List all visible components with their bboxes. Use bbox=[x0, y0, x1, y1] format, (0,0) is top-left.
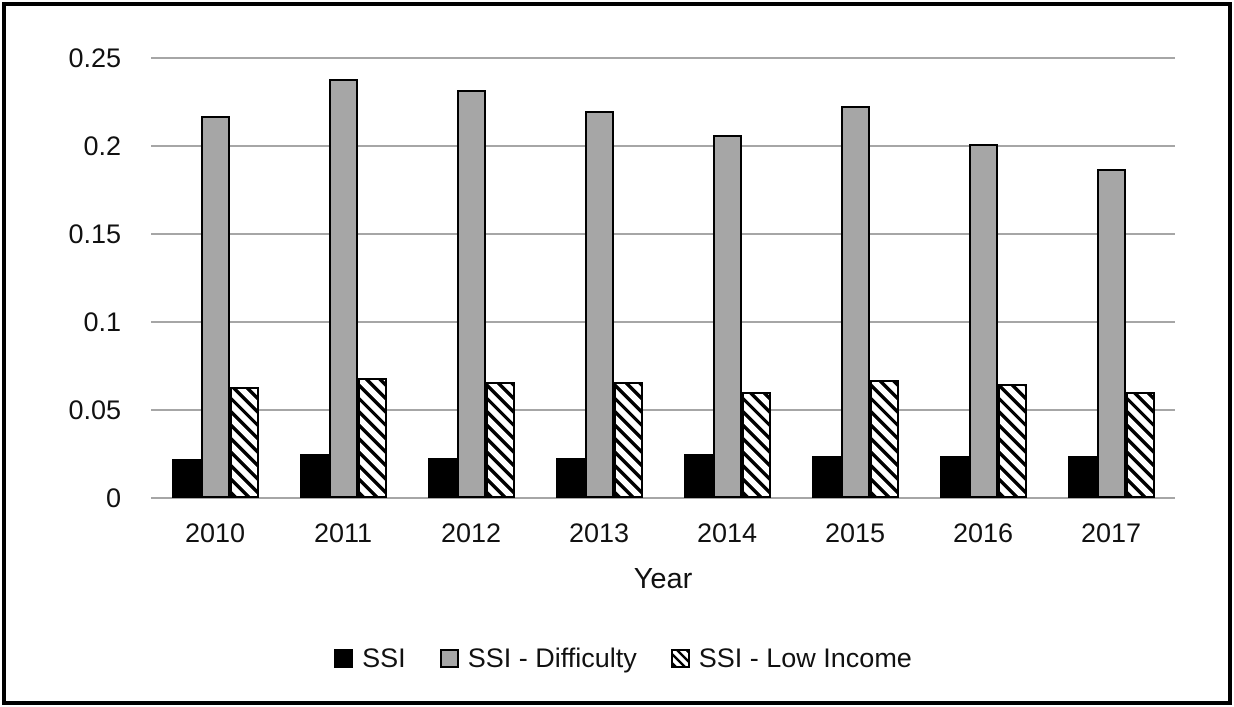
bar-solid-gray bbox=[456, 89, 486, 498]
y-tick-label: 0.15 bbox=[68, 219, 121, 249]
gridline bbox=[151, 321, 1175, 323]
bar-group bbox=[151, 116, 279, 498]
gridline bbox=[151, 145, 1175, 147]
legend: SSI SSI - Difficulty SSI - Low Income bbox=[6, 643, 1234, 674]
bar-hatch-diagonal bbox=[869, 380, 899, 498]
legend-item: SSI - Low Income bbox=[670, 643, 912, 674]
bar-hatch-diagonal bbox=[1125, 392, 1155, 498]
legend-marker-solid-gray bbox=[439, 649, 459, 668]
y-tick-label: 0 bbox=[105, 483, 121, 513]
x-axis-title: Year bbox=[633, 563, 693, 595]
bar-group bbox=[791, 105, 919, 498]
gridline bbox=[151, 57, 1175, 59]
plot-area bbox=[151, 57, 1175, 499]
x-tick-label: 2010 bbox=[184, 518, 246, 548]
legend-label: SSI - Low Income bbox=[698, 643, 912, 673]
bar-hatch-diagonal bbox=[741, 392, 771, 498]
y-tick-label: 0.1 bbox=[83, 307, 121, 337]
bar-solid-black bbox=[171, 459, 201, 498]
bar-solid-gray bbox=[840, 105, 870, 498]
bar-group bbox=[407, 89, 535, 498]
legend-label: SSI - Difficulty bbox=[467, 643, 637, 673]
bar-hatch-diagonal bbox=[997, 383, 1027, 498]
bar-group bbox=[919, 144, 1047, 498]
gridline bbox=[151, 409, 1175, 411]
x-tick-label: 2017 bbox=[1080, 518, 1142, 548]
bar-solid-gray bbox=[584, 110, 614, 498]
x-tick-label: 2013 bbox=[568, 518, 630, 548]
legend-marker-hatch-diagonal bbox=[670, 649, 690, 668]
gridline bbox=[151, 233, 1175, 235]
bar-solid-gray bbox=[1096, 168, 1126, 498]
bar-group bbox=[279, 79, 407, 498]
bar-hatch-diagonal bbox=[357, 378, 387, 498]
legend-item: SSI bbox=[334, 643, 406, 674]
bar-group bbox=[535, 110, 663, 498]
bar-solid-black bbox=[299, 454, 329, 498]
legend-label: SSI bbox=[362, 643, 406, 673]
x-tick-label: 2014 bbox=[696, 518, 758, 548]
bar-solid-black bbox=[811, 455, 841, 498]
x-tick-label: 2015 bbox=[824, 518, 886, 548]
bar-solid-gray bbox=[328, 79, 358, 498]
y-tick-label: 0.05 bbox=[68, 395, 121, 425]
x-tick-label: 2016 bbox=[952, 518, 1014, 548]
bar-hatch-diagonal bbox=[229, 387, 259, 498]
x-tick-label: 2012 bbox=[440, 518, 502, 548]
y-tick-label: 0.25 bbox=[68, 43, 121, 73]
bar-group bbox=[1047, 168, 1175, 498]
legend-item: SSI - Difficulty bbox=[439, 643, 637, 674]
y-tick-label: 0.2 bbox=[83, 131, 121, 161]
bar-group bbox=[663, 135, 791, 498]
bar-solid-gray bbox=[200, 116, 230, 498]
bar-solid-black bbox=[427, 457, 457, 498]
bar-hatch-diagonal bbox=[485, 381, 515, 498]
bar-solid-black bbox=[683, 454, 713, 498]
bar-solid-gray bbox=[712, 135, 742, 498]
bar-solid-black bbox=[555, 457, 585, 498]
gridline bbox=[151, 497, 1175, 499]
x-tick-label: 2011 bbox=[313, 518, 373, 548]
bar-solid-black bbox=[939, 455, 969, 498]
bar-solid-gray bbox=[968, 144, 998, 498]
legend-marker-solid-black bbox=[334, 649, 354, 668]
bar-hatch-diagonal bbox=[613, 381, 643, 498]
bar-solid-black bbox=[1067, 455, 1097, 498]
